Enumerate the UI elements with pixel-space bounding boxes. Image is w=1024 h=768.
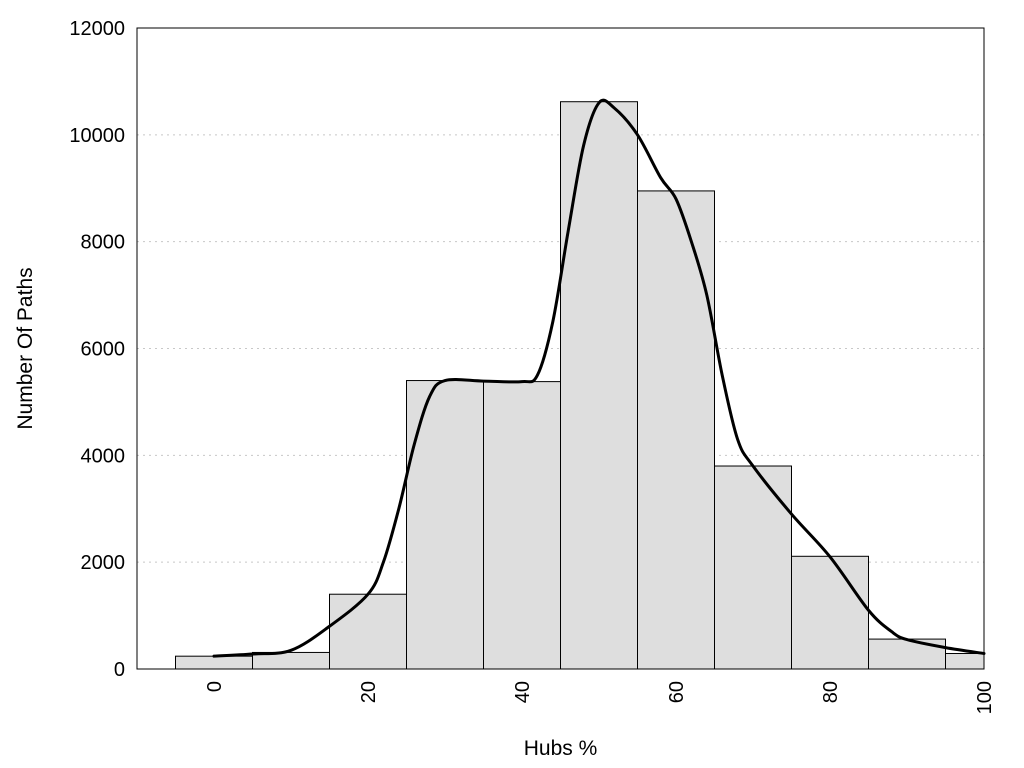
histogram-bar	[791, 555, 869, 669]
plot-frame	[136, 27, 985, 670]
density-curve	[212, 98, 986, 658]
y-axis-label: Number Of Paths	[14, 267, 37, 429]
histogram-bar	[406, 380, 484, 669]
y-tick-label: 0	[114, 659, 125, 681]
histogram-bar	[945, 653, 984, 669]
histogram-bar	[329, 593, 407, 669]
y-tick-label: 6000	[81, 339, 126, 361]
y-tick-label: 2000	[81, 552, 126, 574]
x-axis-ticks: 0 20 40 60 80 100	[204, 681, 996, 714]
x-tick-label: 60	[666, 681, 688, 703]
histogram-bar	[868, 638, 946, 669]
histogram-bar	[714, 465, 792, 669]
histogram-bar	[637, 190, 715, 669]
x-tick-label: 40	[512, 681, 534, 703]
y-tick-label: 4000	[81, 445, 126, 467]
histogram-bar	[560, 101, 638, 669]
y-tick-label: 12000	[69, 18, 125, 40]
bars	[175, 101, 984, 669]
y-axis-ticks: 0 2000 4000 6000 8000 10000 12000	[69, 18, 125, 681]
histogram-bar	[175, 655, 253, 669]
y-tick-label: 10000	[69, 125, 125, 147]
x-tick-label: 20	[358, 681, 380, 703]
density-curve-layer	[212, 98, 986, 658]
x-tick-label: 0	[204, 681, 226, 692]
x-axis-label: Hubs %	[524, 737, 598, 760]
x-tick-label: 100	[974, 681, 996, 714]
y-tick-label: 8000	[81, 232, 126, 254]
x-tick-label: 80	[820, 681, 842, 703]
histogram-bar	[483, 381, 561, 669]
